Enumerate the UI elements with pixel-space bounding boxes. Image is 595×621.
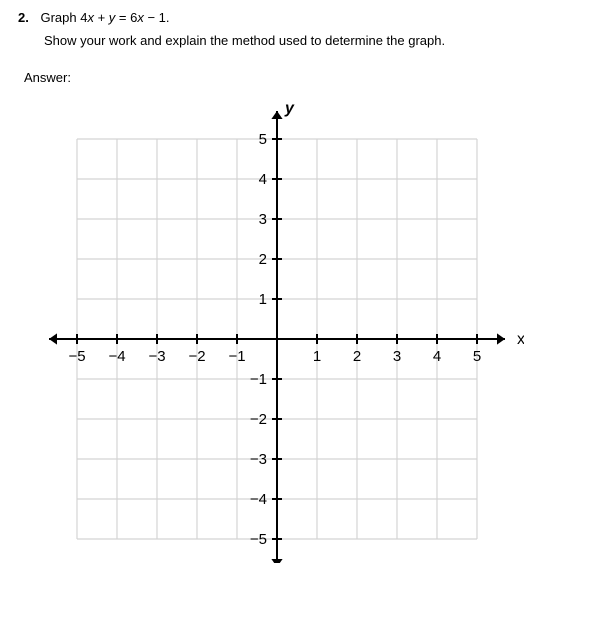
prompt-part: + xyxy=(94,10,109,25)
x-tick-label: −5 xyxy=(68,348,85,365)
y-tick-label: 3 xyxy=(259,211,267,228)
x-tick-label: −3 xyxy=(148,348,165,365)
question-number: 2. xyxy=(18,10,29,25)
y-tick-label: 4 xyxy=(259,171,267,188)
y-tick-label: −5 xyxy=(250,531,267,548)
arrowhead-icon xyxy=(497,333,505,344)
graph-svg: −5 −4 −3 −2 −1 1 2 3 4 5 −5 −4 −3 −2 −1 1 2 3 4 5 x y xyxy=(24,103,524,563)
arrowhead-icon xyxy=(271,559,282,563)
x-axis-label: x xyxy=(517,331,524,348)
x-tick-label: −1 xyxy=(228,348,245,365)
y-tick-label: −3 xyxy=(250,451,267,468)
y-tick-label: 1 xyxy=(259,291,267,308)
x-tick-label: −2 xyxy=(188,348,205,365)
x-tick-label: 1 xyxy=(313,348,321,365)
prompt-part: Graph 4 xyxy=(40,10,87,25)
x-tick-label: −4 xyxy=(108,348,125,365)
arrowhead-icon xyxy=(271,111,282,119)
y-tick-label: −1 xyxy=(250,371,267,388)
y-tick-label: −4 xyxy=(250,491,267,508)
y-tick-label: 2 xyxy=(259,251,267,268)
instruction-text: Show your work and explain the method us… xyxy=(44,33,577,48)
y-tick-label: 5 xyxy=(259,131,267,148)
arrowhead-icon xyxy=(49,333,57,344)
y-axis-label: y xyxy=(284,103,295,117)
x-tick-label: 3 xyxy=(393,348,401,365)
x-tick-label: 5 xyxy=(473,348,481,365)
y-tick-label: −2 xyxy=(250,411,267,428)
x-tick-label: 4 xyxy=(433,348,441,365)
answer-label: Answer: xyxy=(24,70,577,85)
x-tick-label: 2 xyxy=(353,348,361,365)
coordinate-graph: −5 −4 −3 −2 −1 1 2 3 4 5 −5 −4 −3 −2 −1 1 2 3 4 5 x y xyxy=(24,103,577,563)
question-line: 2. Graph 4x + y = 6x − 1. xyxy=(18,10,577,25)
prompt-part: = 6 xyxy=(115,10,137,25)
prompt-part: − 1. xyxy=(144,10,170,25)
